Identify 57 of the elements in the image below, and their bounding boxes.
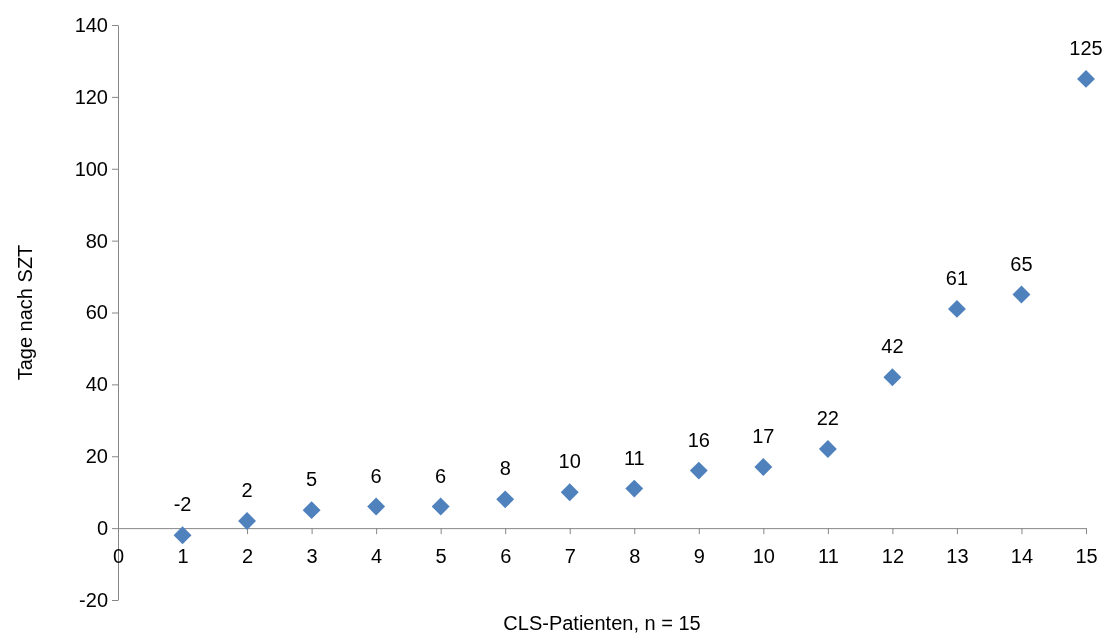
y-tick-label: 100 bbox=[74, 157, 108, 180]
x-tick-label: 8 bbox=[629, 545, 641, 568]
data-label: 11 bbox=[623, 446, 645, 469]
x-tick-label: 7 bbox=[564, 545, 576, 568]
data-label: 5 bbox=[306, 468, 318, 491]
point bbox=[754, 458, 773, 476]
point bbox=[1012, 285, 1031, 304]
point bbox=[238, 511, 257, 530]
point bbox=[625, 479, 644, 498]
point bbox=[496, 490, 515, 509]
data-label: 6 bbox=[370, 464, 382, 487]
data-label: 125 bbox=[1069, 36, 1103, 59]
data-label: 16 bbox=[687, 428, 710, 451]
point bbox=[689, 461, 708, 480]
y-tick-label: 120 bbox=[74, 85, 108, 108]
x-tick-label: 11 bbox=[817, 545, 839, 568]
x-tick-label: 9 bbox=[693, 545, 705, 568]
x-tick-label: 0 bbox=[112, 545, 125, 568]
x-tick-label: 6 bbox=[500, 545, 512, 568]
point bbox=[818, 440, 837, 459]
x-axis-title: CLS-Patienten, n = 15 bbox=[503, 612, 701, 634]
y-axis-title: Tage nach SZT bbox=[14, 244, 36, 381]
data-label: 10 bbox=[558, 450, 581, 473]
x-tick-label: 5 bbox=[435, 545, 447, 568]
data-label: 65 bbox=[1010, 252, 1033, 275]
x-tick-label: 14 bbox=[1010, 545, 1034, 568]
x-tick-label: 12 bbox=[881, 545, 905, 568]
x-tick-label: 13 bbox=[946, 545, 969, 568]
point bbox=[1077, 69, 1095, 88]
y-tick-label: 80 bbox=[85, 229, 108, 252]
x-tick-label: 2 bbox=[242, 545, 254, 568]
x-tick-label: 4 bbox=[371, 545, 383, 568]
point bbox=[947, 299, 966, 318]
y-tick-label: 20 bbox=[85, 445, 108, 468]
y-tick-label: -20 bbox=[79, 588, 108, 611]
y-tick-label: 60 bbox=[85, 301, 108, 324]
point bbox=[560, 483, 579, 502]
data-label: 8 bbox=[499, 457, 511, 480]
point bbox=[302, 501, 321, 520]
point bbox=[883, 368, 902, 387]
point bbox=[173, 526, 192, 545]
point bbox=[431, 497, 450, 516]
y-tick-label: 140 bbox=[74, 13, 108, 36]
y-tick-label: 0 bbox=[96, 517, 108, 540]
x-tick-label: 3 bbox=[306, 545, 318, 568]
x-tick-label: 15 bbox=[1075, 545, 1098, 568]
data-label: 17 bbox=[752, 425, 775, 448]
data-label: 42 bbox=[881, 335, 904, 358]
x-tick-label: 1 bbox=[177, 545, 189, 568]
x-tick-label: 10 bbox=[752, 545, 775, 568]
data-label: 61 bbox=[945, 266, 969, 289]
point bbox=[367, 497, 386, 516]
y-tick-label: 40 bbox=[85, 373, 108, 396]
data-label: 2 bbox=[241, 478, 253, 501]
data-label: -2 bbox=[173, 493, 192, 516]
data-label: 22 bbox=[816, 407, 839, 430]
data-label: 6 bbox=[435, 464, 447, 487]
